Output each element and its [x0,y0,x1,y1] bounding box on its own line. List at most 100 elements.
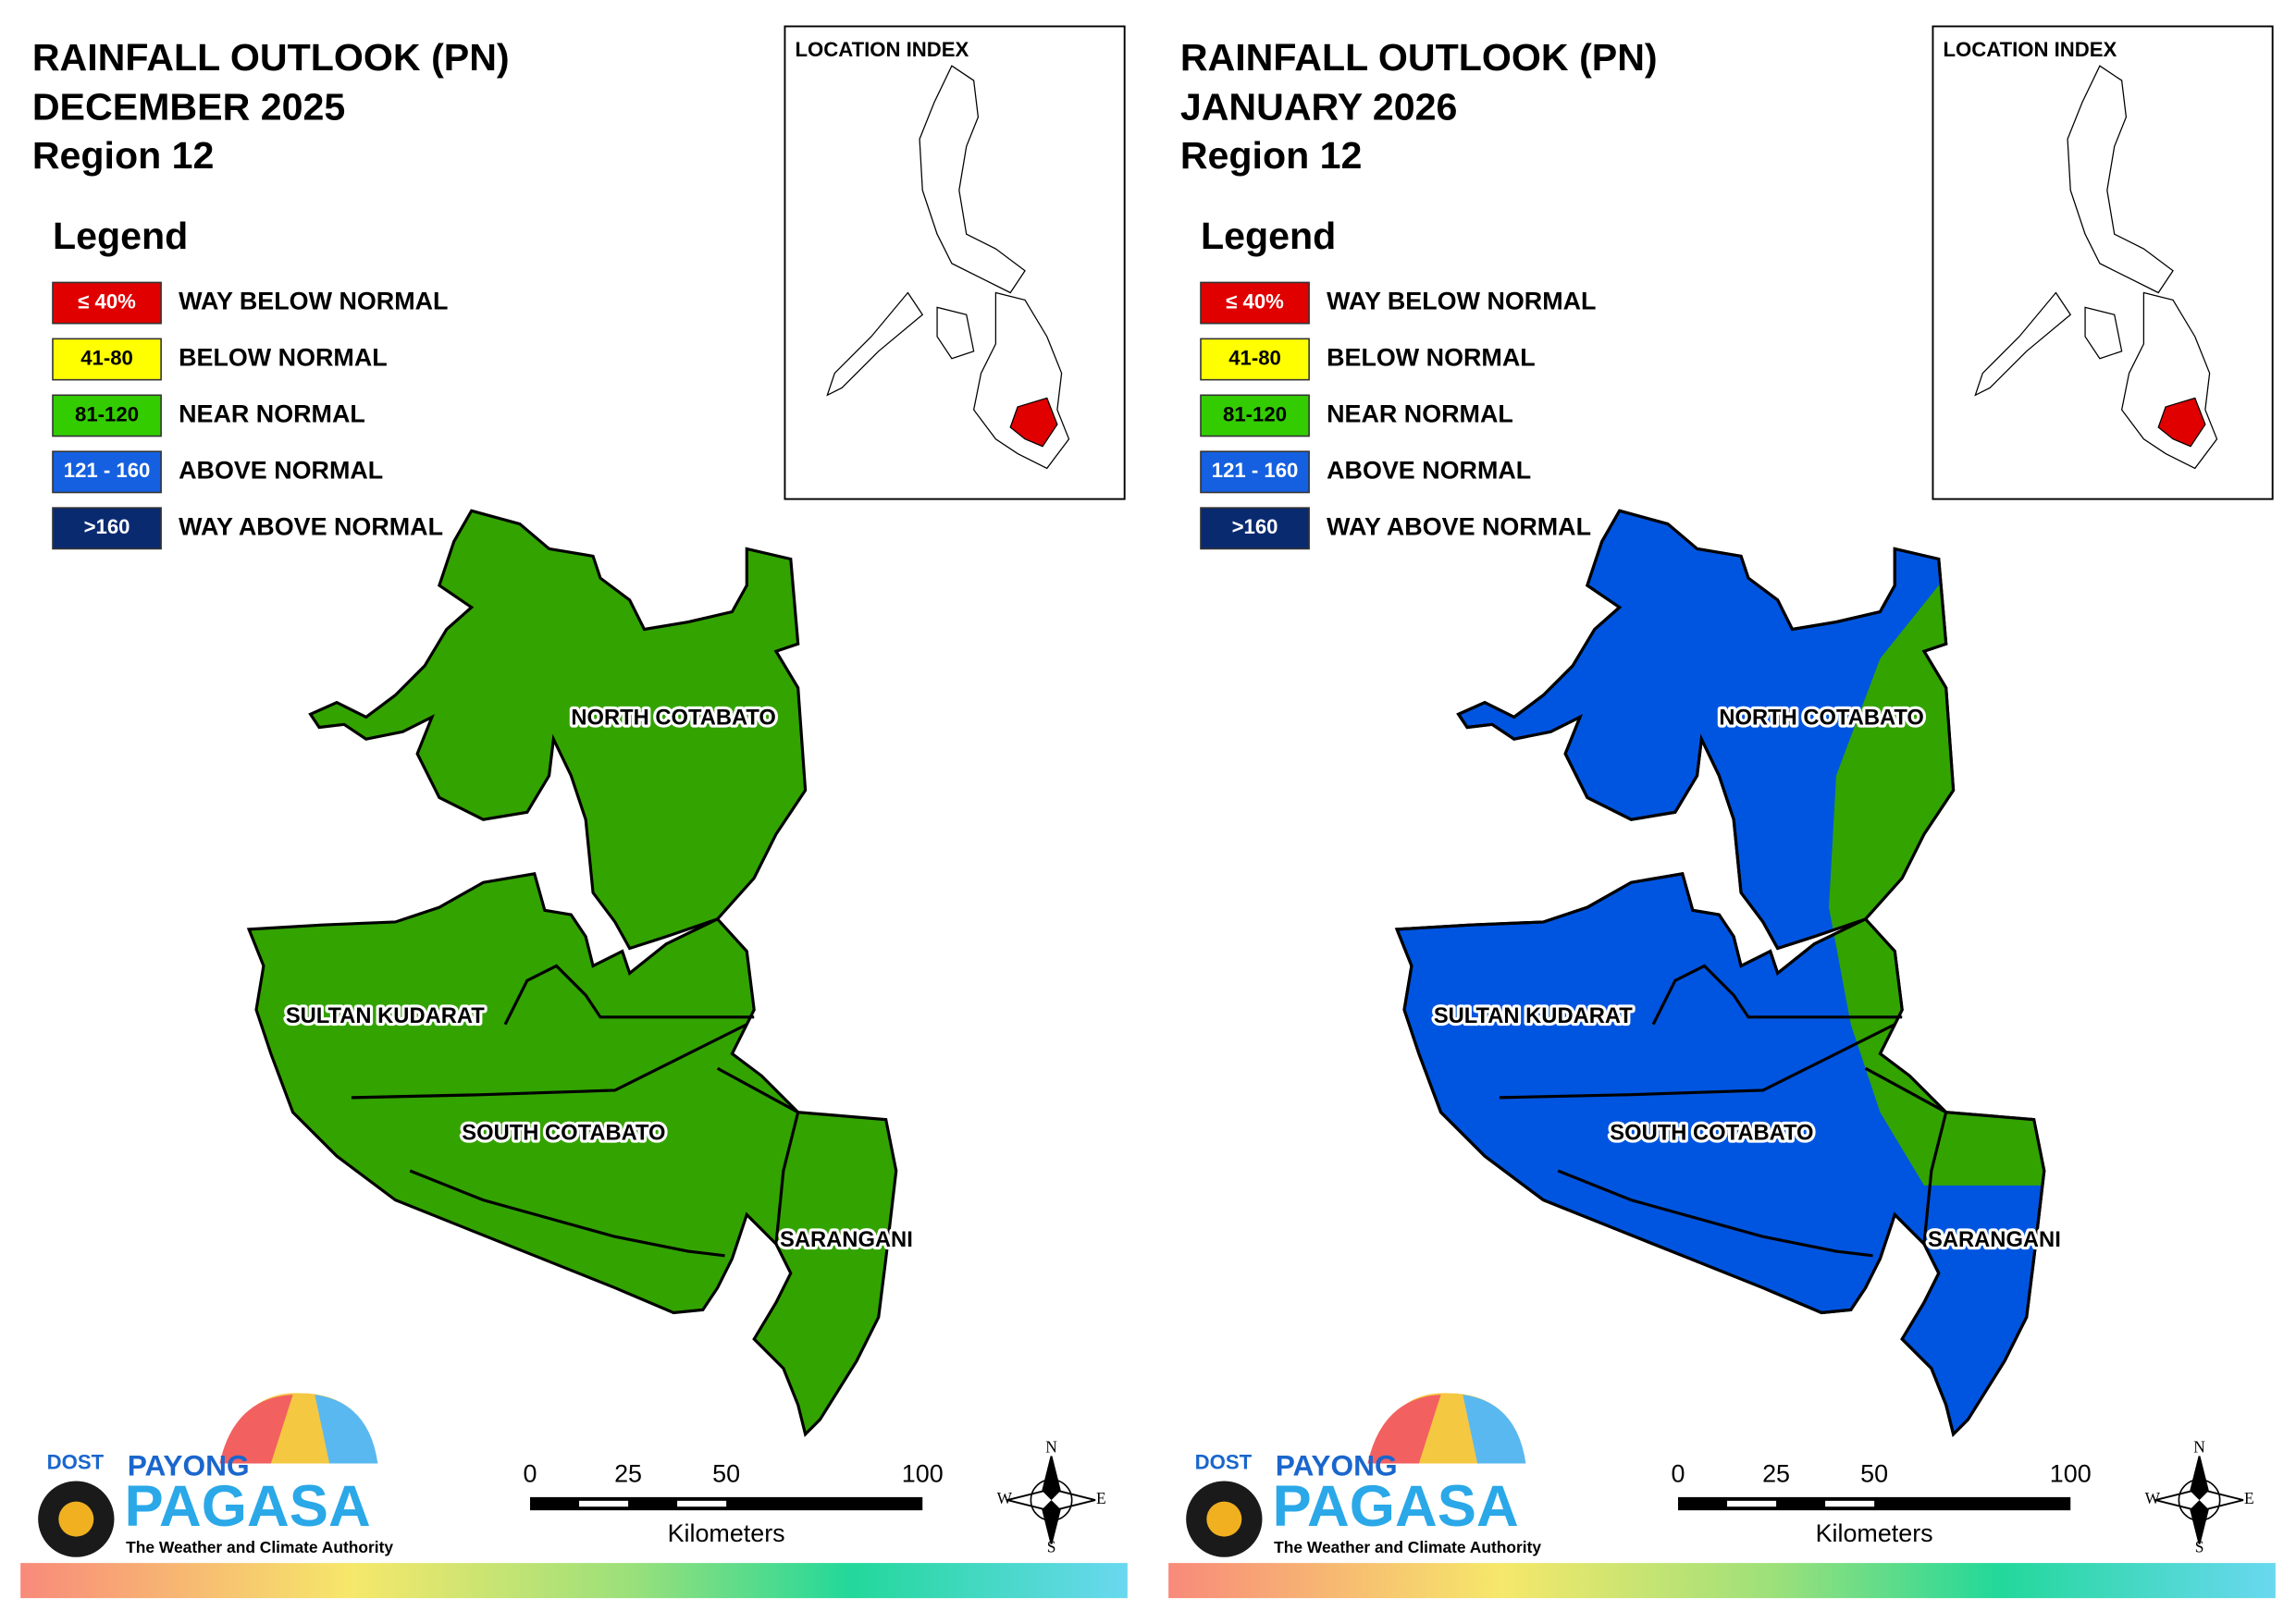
compass-letter: W [997,1489,1013,1507]
island-outline [2084,306,2123,360]
legend-label: NEAR NORMAL [179,400,365,428]
scale-tick-label: 50 [1860,1459,1888,1487]
legend-swatch [52,507,162,550]
legend-label: BELOW NORMAL [1327,344,1536,372]
island-outline [1974,291,2072,397]
legend-label: WAY BELOW NORMAL [179,288,448,315]
scale-tick-label: 25 [1762,1459,1790,1487]
compass-letter: S [2195,1537,2204,1555]
legend-title: Legend [53,215,188,257]
scale-tick-label: 0 [524,1459,537,1487]
compass-rose-inner [2191,1456,2209,1544]
province-outline [1456,509,1956,951]
province-label: SULTAN KUDARAT [286,1004,485,1028]
logo-seal-inner [1206,1501,1242,1537]
legend-range: 41-80 [80,346,133,369]
island-outline [919,65,1026,294]
province-label: NORTH COTABATO [1719,706,1924,730]
region-locator [1009,397,1058,448]
province-border [1651,964,1903,1026]
logo-pagasa: PAGASA [1273,1474,1519,1539]
province-border [1557,1169,1873,1258]
province-label: SOUTH COTABATO [1610,1122,1813,1146]
logo-dost: DOST [47,1450,105,1473]
legend-swatch [1200,338,1310,381]
compass-letter: W [2145,1489,2161,1507]
compass-ring [2178,1479,2221,1522]
compass-letter: N [2193,1438,2205,1457]
legend-label: WAY ABOVE NORMAL [1327,512,1591,540]
panel-title: RAINFALL OUTLOOK (PN) [32,36,510,79]
scale-tick-label: 50 [712,1459,740,1487]
logo-umbrella-right [1463,1395,1526,1464]
scale-tick-label: 100 [902,1459,944,1487]
scale-unit: Kilometers [668,1519,785,1547]
compass-letter: E [1096,1489,1106,1507]
panel-region: Region 12 [32,134,215,177]
province-border [1864,1066,1948,1245]
legend-label: NEAR NORMAL [1327,400,1513,428]
legend-swatch [52,394,162,437]
legend-swatch [52,281,162,325]
legend-range: >160 [1232,515,1278,538]
province-outline [1394,871,2046,1437]
legend-range: 81-120 [1223,402,1287,425]
island-outline [826,291,924,397]
province-area [246,871,898,1437]
logo-payong: PAYONG [128,1449,250,1482]
outlook-panel: RAINFALL OUTLOOK (PN) JANUARY 2026 Region … [1168,25,2276,1599]
logo-pagasa: PAGASA [125,1474,371,1539]
logo-payong: PAYONG [1276,1449,1398,1482]
compass-letter: S [1047,1537,1056,1555]
province-border [716,1066,800,1245]
legend-swatch [1200,281,1310,325]
province-border [351,1023,747,1100]
outlook-panel: RAINFALL OUTLOOK (PN) DECEMBER 2025 Region… [20,25,1128,1599]
footer-gradient [20,1563,1128,1599]
region-locator [2157,397,2206,448]
legend-swatch [1200,394,1310,437]
province-label: SULTAN KUDARAT [1434,1004,1633,1028]
province-area [308,509,808,951]
legend-range: 121 - 160 [1212,459,1299,482]
legend-title: Legend [1201,215,1336,257]
province-label: SARANGANI [1928,1228,2061,1252]
scale-bar-segment [677,1500,727,1507]
province-label: NORTH COTABATO [571,706,776,730]
footer-gradient [1168,1563,2276,1599]
island-outline [2067,65,2174,294]
province-border [409,1169,725,1258]
compass-letter: N [1045,1438,1057,1457]
province-label: SARANGANI [780,1228,913,1252]
legend-swatch [1200,507,1310,550]
logo-umbrella-left [219,1395,293,1464]
legend-range: 121 - 160 [64,459,151,482]
legend-label: WAY ABOVE NORMAL [179,512,443,540]
logo-tagline: The Weather and Climate Authority [1274,1538,1541,1556]
logo-umbrella-right [315,1395,378,1464]
island-outline [936,306,975,360]
legend-swatch [1200,450,1310,494]
scale-tick-label: 25 [614,1459,642,1487]
panel-title: RAINFALL OUTLOOK (PN) [1180,36,1658,79]
legend-range: ≤ 40% [1226,289,1284,313]
compass-letter: E [2244,1489,2254,1507]
legend-range: 81-120 [75,402,139,425]
legend-label: WAY BELOW NORMAL [1327,288,1596,315]
legend-swatch [52,450,162,494]
location-index-title: LOCATION INDEX [1944,38,2117,61]
scale-tick-label: 100 [2050,1459,2092,1487]
legend-swatch [52,338,162,381]
panel-region: Region 12 [1180,134,1363,177]
legend-range: 41-80 [1228,346,1281,369]
province-label: SOUTH COTABATO [462,1122,665,1146]
panel-period: JANUARY 2026 [1180,86,1458,129]
scale-tick-label: 0 [1672,1459,1685,1487]
logo-dost: DOST [1195,1450,1253,1473]
logo-umbrella-left [1367,1395,1441,1464]
legend-range: ≤ 40% [78,289,136,313]
scale-bar-segment [1825,1500,1875,1507]
legend-range: >160 [84,515,130,538]
